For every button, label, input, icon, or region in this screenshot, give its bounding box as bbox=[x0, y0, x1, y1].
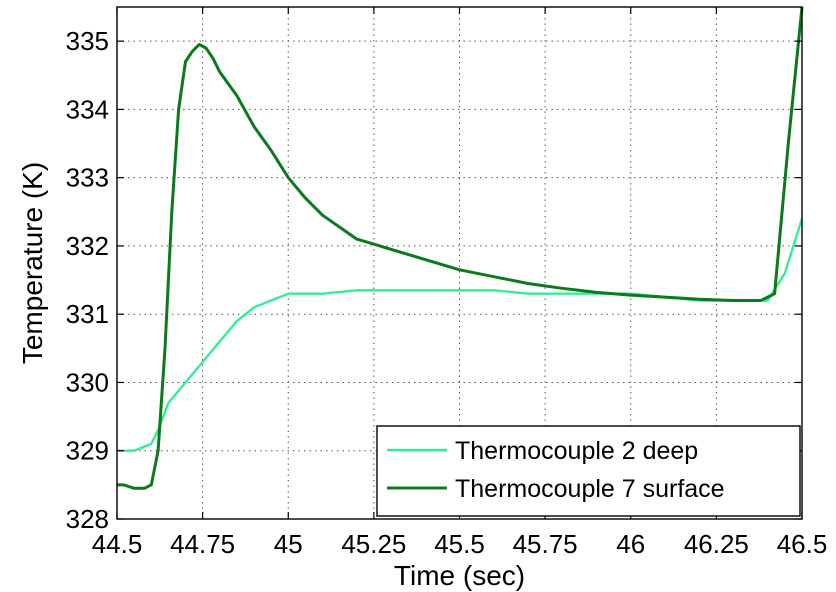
x-tick-label: 45.25 bbox=[341, 529, 406, 559]
x-tick-label: 45 bbox=[274, 529, 303, 559]
y-tick-label: 334 bbox=[66, 94, 109, 124]
series-lines bbox=[117, 6, 804, 490]
y-tick-labels: 328 329 330 331 332 333 334 335 bbox=[66, 26, 109, 534]
y-tick-label: 335 bbox=[66, 26, 109, 56]
legend-box bbox=[376, 425, 801, 517]
legend-label-series-1: Thermocouple 7 surface bbox=[455, 475, 725, 503]
legend-label-series-0: Thermocouple 2 deep bbox=[455, 437, 698, 465]
y-tick-label: 331 bbox=[66, 299, 109, 329]
x-tick-labels: 44.5 44.75 45 45.25 45.5 45.75 46 46.25 46.5 bbox=[92, 529, 828, 559]
y-tick-label: 332 bbox=[66, 231, 109, 261]
series-line-1 bbox=[117, 6, 804, 490]
y-tick-label: 329 bbox=[66, 436, 109, 466]
x-tick-label: 46 bbox=[616, 529, 645, 559]
x-tick-label: 45.5 bbox=[434, 529, 485, 559]
y-axis-label: Temperature (K) bbox=[17, 162, 48, 364]
x-tick-label: 46.5 bbox=[777, 529, 828, 559]
x-tick-label: 46.25 bbox=[684, 529, 749, 559]
series-line-0 bbox=[117, 218, 804, 452]
y-tick-label: 330 bbox=[66, 367, 109, 397]
legend: Thermocouple 2 deep Thermocouple 7 surfa… bbox=[376, 425, 801, 517]
x-axis-label: Time (sec) bbox=[394, 560, 525, 591]
x-tick-label: 44.5 bbox=[92, 529, 143, 559]
y-tick-label: 333 bbox=[66, 163, 109, 193]
x-tick-label: 45.75 bbox=[513, 529, 578, 559]
y-tick-label: 328 bbox=[66, 504, 109, 534]
x-tick-label: 44.75 bbox=[170, 529, 235, 559]
